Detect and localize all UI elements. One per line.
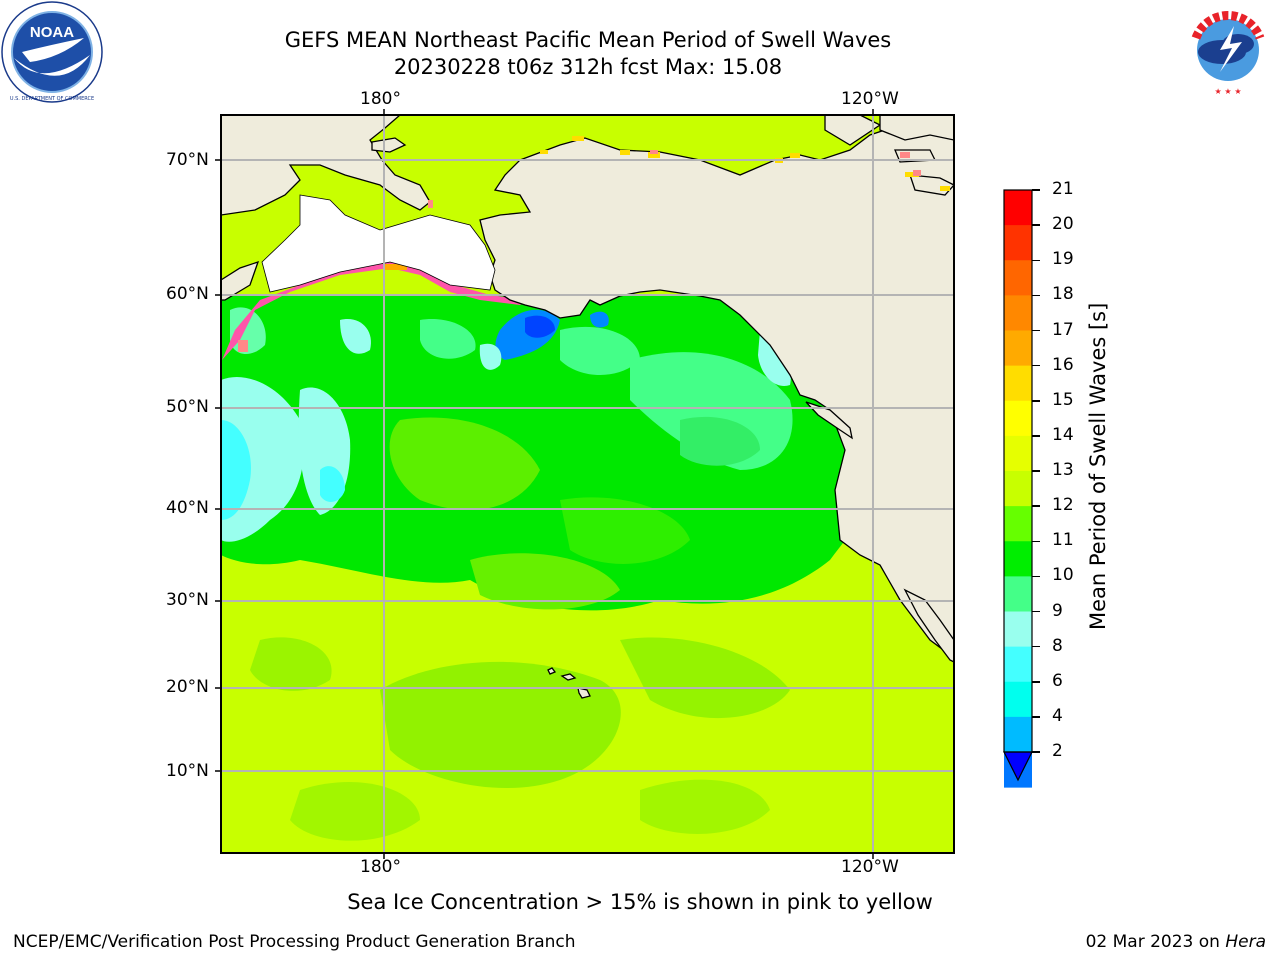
footer-date: 02 Mar 2023 on <box>1085 932 1226 952</box>
lat-label-30n: 30°N <box>166 590 209 610</box>
colorbar-tick-label: 17 <box>1052 319 1074 340</box>
colorbar-cell <box>1004 716 1032 753</box>
svg-text:★ ★ ★: ★ ★ ★ <box>1214 87 1241 96</box>
colorbar-tick-mark <box>1032 681 1040 683</box>
colorbar-tick-label: 8 <box>1052 635 1063 656</box>
colorbar-cell <box>1004 260 1032 296</box>
colorbar-tick-mark <box>1032 575 1040 578</box>
colorbar-cell <box>1004 190 1032 226</box>
colorbar-cell <box>1004 295 1032 331</box>
colorbar-tick-mark <box>1032 364 1040 367</box>
colorbar <box>1003 189 1033 788</box>
lat-label-60n: 60°N <box>166 284 209 304</box>
colorbar-tick-label: 6 <box>1052 670 1063 691</box>
colorbar-tick-label: 16 <box>1052 354 1074 375</box>
colorbar-cell <box>1004 330 1032 367</box>
noaa-logo-text: NOAA <box>30 24 74 41</box>
map-frame <box>220 114 955 854</box>
map-field <box>221 115 954 853</box>
lat-label-70n: 70°N <box>166 150 209 170</box>
colorbar-cell <box>1004 225 1032 261</box>
colorbar-tick-label: 10 <box>1052 565 1074 586</box>
sea-ice-note: Sea Ice Concentration > 15% is shown in … <box>347 890 933 914</box>
colorbar-cell <box>1004 681 1032 718</box>
map-gridlines <box>221 115 954 853</box>
colorbar-tick-label: 13 <box>1052 460 1074 480</box>
colorbar-tick-mark <box>1032 610 1040 613</box>
colorbar-tick-label: 4 <box>1052 705 1063 726</box>
lat-label-10n: 10°N <box>166 761 209 781</box>
chart-title-line1: GEFS MEAN Northeast Pacific Mean Period … <box>284 28 892 52</box>
colorbar-tick-mark <box>1032 224 1040 226</box>
colorbar-cell <box>1004 646 1032 683</box>
colorbar-cell <box>1004 400 1032 437</box>
colorbar-cell <box>1004 365 1032 402</box>
colorbar-tick-mark <box>1032 435 1040 437</box>
colorbar-tick-label: 20 <box>1052 214 1074 235</box>
colorbar-tick-label: 14 <box>1052 424 1074 445</box>
lon-label-top-180: 180° <box>360 89 401 109</box>
colorbar-label: Mean Period of Swell Waves [s] <box>1086 302 1110 630</box>
lat-label-20n: 20°N <box>166 677 209 697</box>
lon-label-top-120w: 120°W <box>841 89 899 109</box>
colorbar-tick-mark <box>1032 329 1040 332</box>
colorbar-cell <box>1004 576 1032 612</box>
colorbar-tick-mark <box>1032 294 1040 297</box>
colorbar-tick-label: 15 <box>1052 389 1074 410</box>
colorbar-cells <box>1004 190 1032 788</box>
colorbar-cell <box>1004 471 1032 507</box>
colorbar-tick-mark <box>1032 716 1040 718</box>
lon-label-bottom-120w: 120°W <box>841 857 899 877</box>
footer-machine: Hera <box>1225 932 1266 952</box>
colorbar-cell <box>1004 506 1032 542</box>
colorbar-tick-mark <box>1032 259 1040 261</box>
colorbar-tick-label: 11 <box>1052 530 1074 551</box>
colorbar-tick-mark <box>1032 400 1040 402</box>
colorbar-tick-label: 21 <box>1052 179 1074 199</box>
colorbar-tick-label: 12 <box>1052 495 1074 516</box>
colorbar-tick-label: 19 <box>1052 249 1074 270</box>
lat-label-50n: 50°N <box>166 397 209 417</box>
lon-label-bottom-180: 180° <box>360 857 401 877</box>
colorbar-cell <box>1004 611 1032 648</box>
colorbar-tick-label: 18 <box>1052 284 1074 305</box>
colorbar-tick-mark <box>1032 505 1040 507</box>
footer-right: 02 Mar 2023 on Hera <box>1086 932 1266 952</box>
colorbar-tick-mark <box>1032 645 1040 648</box>
colorbar-cell <box>1004 541 1032 577</box>
colorbar-tick-label: 9 <box>1052 600 1063 621</box>
colorbar-tick-label: 2 <box>1052 741 1063 761</box>
colorbar-tick-mark <box>1032 540 1040 542</box>
nws-logo: ★ ★ ★ <box>1181 3 1275 97</box>
svg-text:U.S. DEPARTMENT OF COMMERCE: U.S. DEPARTMENT OF COMMERCE <box>10 96 94 102</box>
colorbar-tick-mark <box>1032 470 1040 472</box>
colorbar-tick-mark <box>1032 189 1040 191</box>
colorbar-cell <box>1004 435 1032 472</box>
colorbar-tick-mark <box>1032 751 1040 753</box>
chart-title-line2: 20230228 t06z 312h fcst Max: 15.08 <box>393 55 783 79</box>
lat-label-40n: 40°N <box>166 498 209 518</box>
footer-left: NCEP/EMC/Verification Post Processing Pr… <box>13 932 576 952</box>
noaa-logo: NOAA U.S. DEPARTMENT OF COMMERCE <box>1 1 103 103</box>
